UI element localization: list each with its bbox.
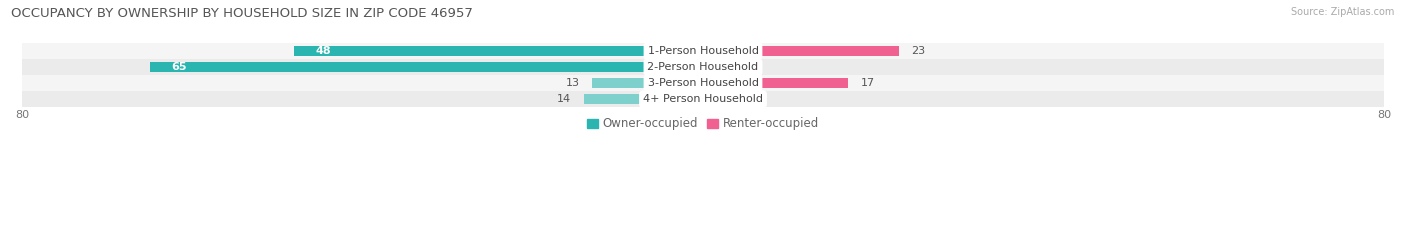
Text: 14: 14	[557, 94, 571, 104]
Bar	[592, 78, 703, 88]
Bar	[149, 62, 703, 72]
Text: 4+ Person Household: 4+ Person Household	[643, 94, 763, 104]
Text: 3-Person Household: 3-Person Household	[648, 78, 758, 88]
Bar	[294, 46, 703, 56]
Text: 0: 0	[716, 94, 723, 104]
Text: 1-Person Household: 1-Person Household	[648, 46, 758, 56]
Text: 23: 23	[911, 46, 925, 56]
Legend: Owner-occupied, Renter-occupied: Owner-occupied, Renter-occupied	[582, 113, 824, 135]
Bar	[583, 94, 703, 104]
Bar	[22, 59, 1384, 75]
Text: 13: 13	[565, 78, 579, 88]
Bar	[703, 46, 898, 56]
Text: 48: 48	[316, 46, 332, 56]
Bar	[703, 62, 720, 72]
Bar	[703, 78, 848, 88]
Text: 17: 17	[860, 78, 875, 88]
Text: 2: 2	[733, 62, 740, 72]
Text: 2-Person Household: 2-Person Household	[647, 62, 759, 72]
Bar	[22, 43, 1384, 59]
Bar	[22, 91, 1384, 107]
Bar	[22, 75, 1384, 91]
Text: 65: 65	[172, 62, 187, 72]
Text: OCCUPANCY BY OWNERSHIP BY HOUSEHOLD SIZE IN ZIP CODE 46957: OCCUPANCY BY OWNERSHIP BY HOUSEHOLD SIZE…	[11, 7, 474, 20]
Text: Source: ZipAtlas.com: Source: ZipAtlas.com	[1291, 7, 1395, 17]
